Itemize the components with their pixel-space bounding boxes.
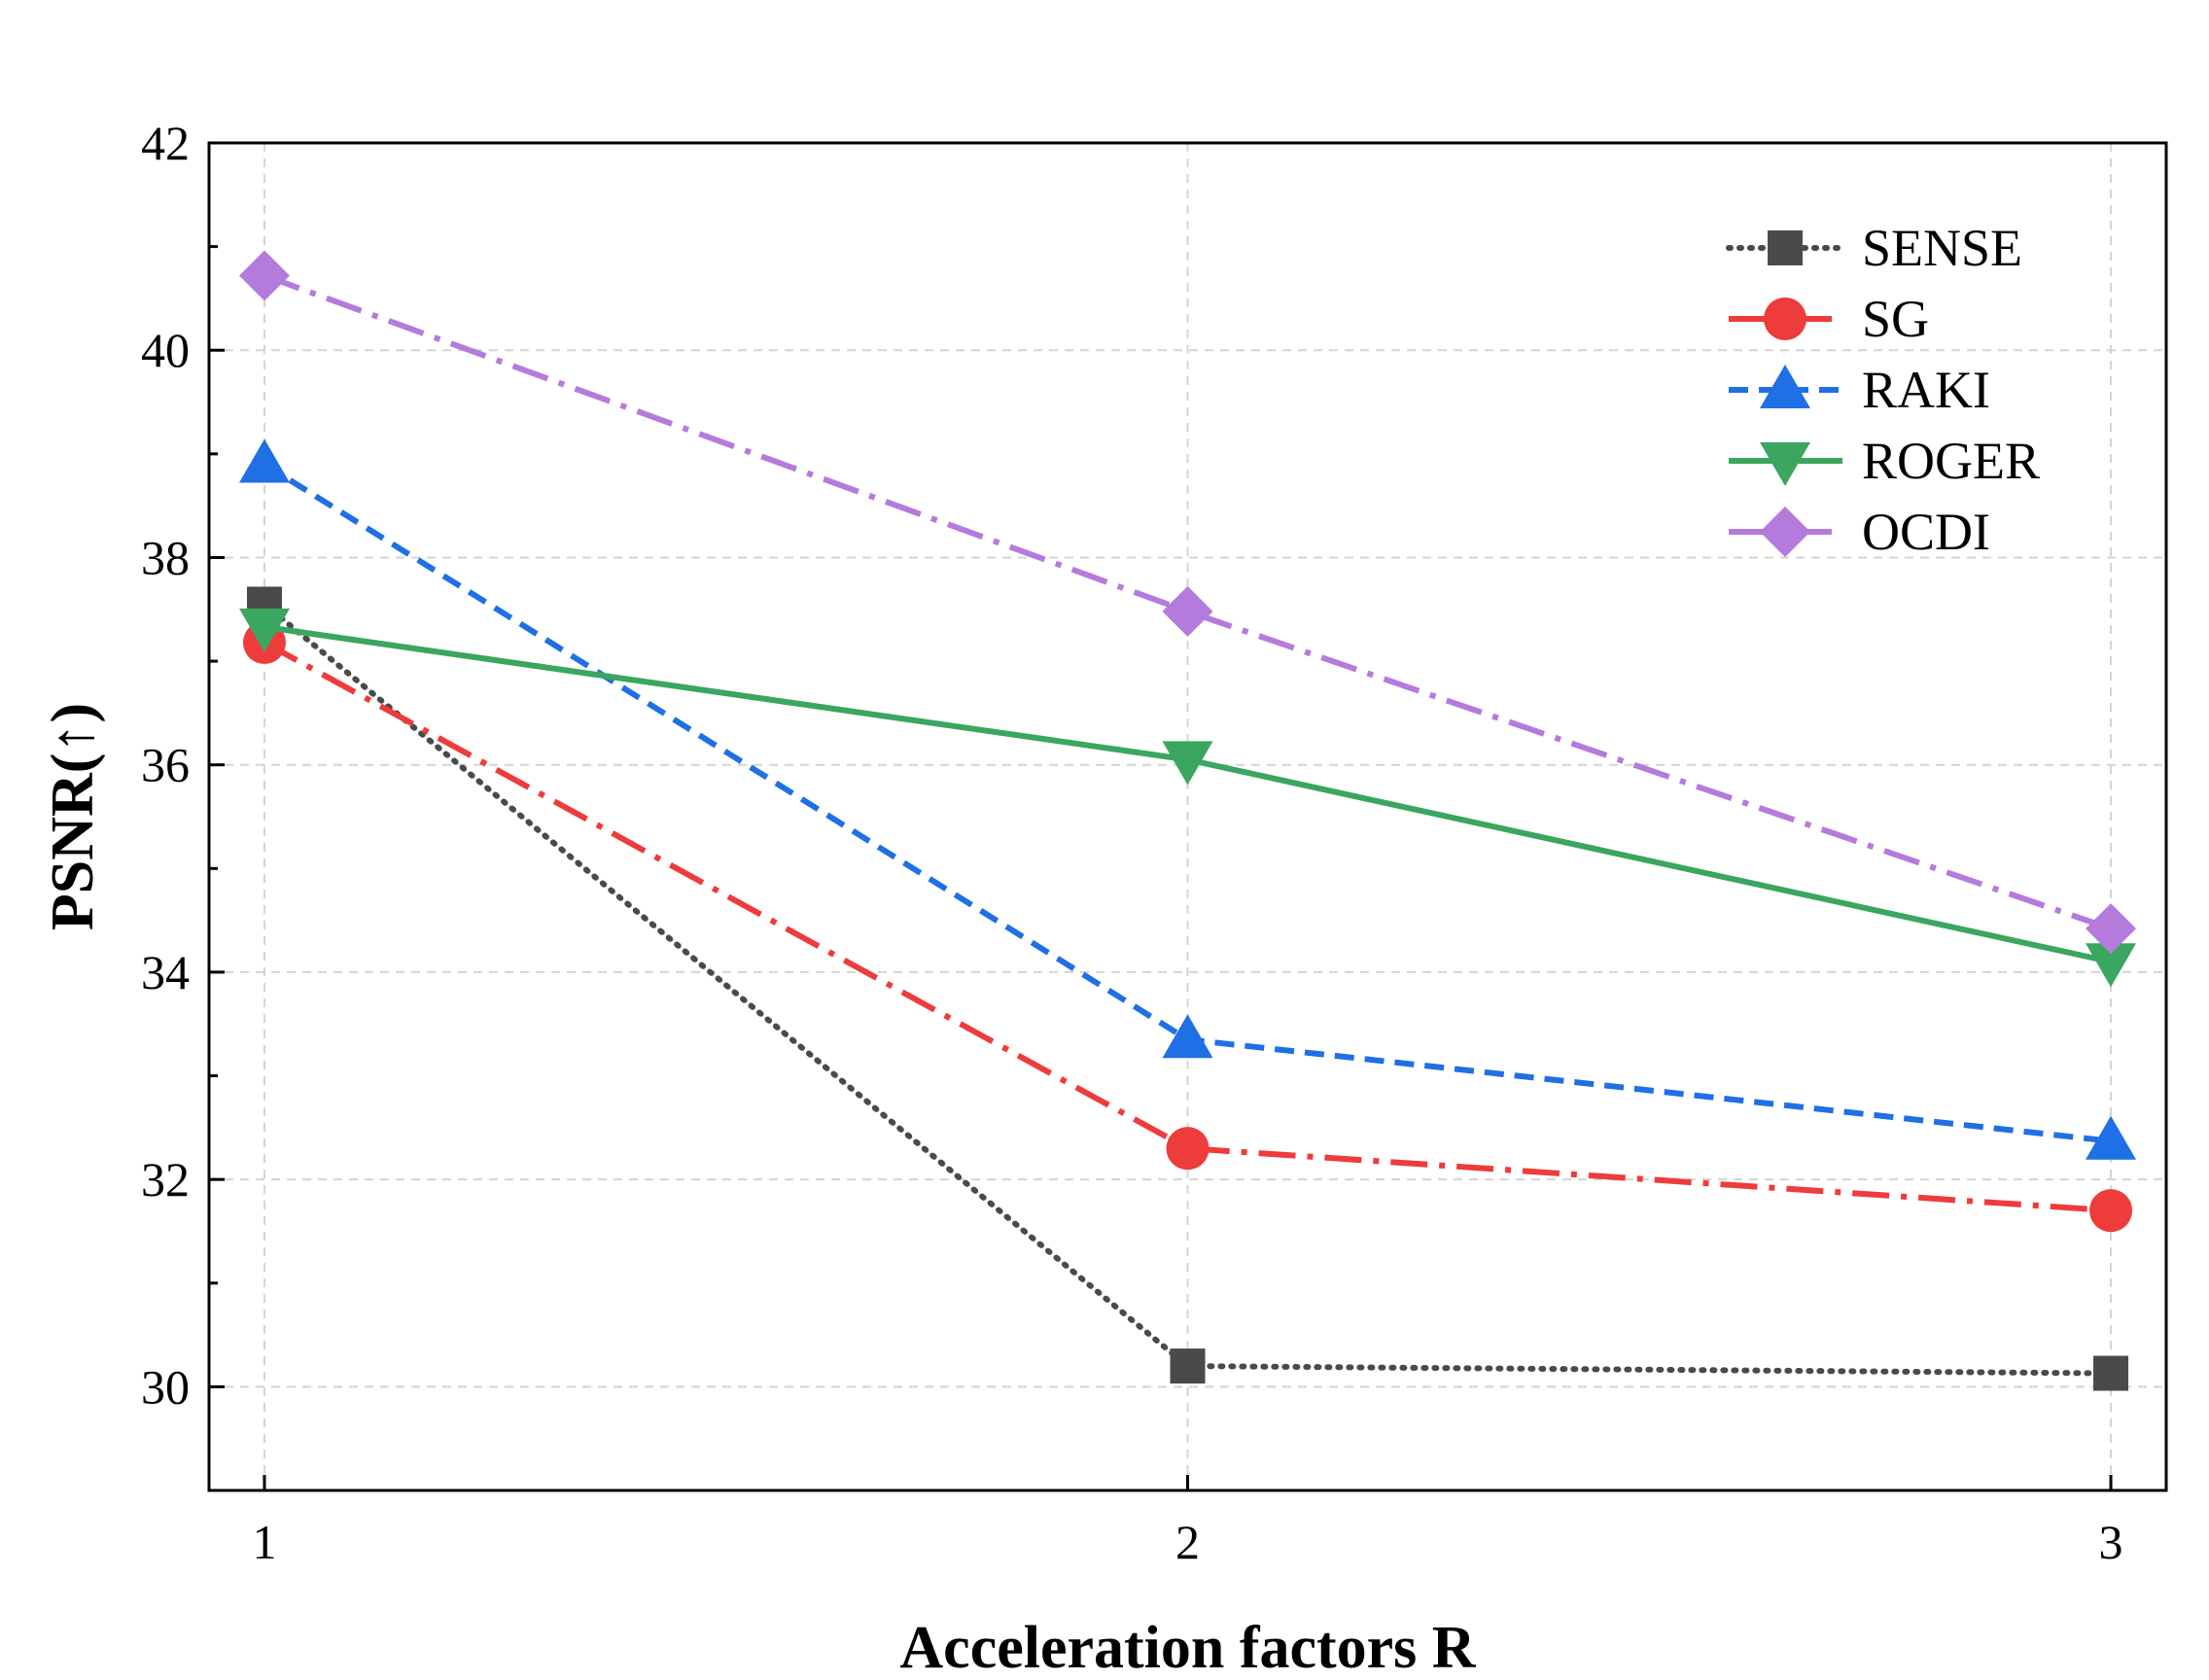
y-tick-label: 40 [141, 323, 190, 377]
legend-marker-ocdi [1760, 507, 1810, 557]
data-point-ocdi [2086, 903, 2137, 955]
data-point-sense [1170, 1348, 1206, 1384]
series-layer [238, 250, 2137, 1391]
x-tick-label: 2 [1175, 1515, 1200, 1569]
y-tick-label: 36 [141, 738, 190, 792]
data-point-sg [1166, 1127, 1210, 1171]
data-point-roger [2086, 943, 2137, 988]
data-point-raki [238, 438, 290, 483]
legend-item-raki: RAKI [1729, 361, 1990, 419]
series-roger [238, 608, 2137, 988]
data-point-raki [1162, 1014, 1213, 1059]
legend-label-sense: SENSE [1862, 219, 2022, 277]
grid [209, 143, 2166, 1490]
data-point-sg [2089, 1189, 2133, 1233]
x-tick-label: 1 [252, 1515, 276, 1569]
legend-marker-raki [1760, 365, 1810, 408]
data-point-sense [2093, 1355, 2129, 1391]
y-tick-label: 42 [141, 116, 190, 170]
data-point-roger [1162, 741, 1213, 786]
data-point-ocdi [238, 250, 290, 301]
series-line-sg [263, 640, 2112, 1214]
legend-label-ocdi: OCDI [1862, 503, 1990, 561]
legend-marker-sense [1768, 230, 1803, 265]
y-tick-label: 32 [141, 1152, 190, 1207]
legend-item-sense: SENSE [1726, 219, 2022, 277]
series-raki [238, 438, 2137, 1160]
data-point-roger [238, 608, 290, 652]
y-tick-label: 30 [141, 1359, 190, 1414]
legend-marker-roger [1760, 442, 1810, 486]
legend-label-raki: RAKI [1862, 361, 1990, 419]
y-tick-label: 34 [141, 945, 190, 999]
legend: SENSE SG RAKI ROGER OCDI [1726, 219, 2040, 561]
data-point-raki [2086, 1115, 2137, 1160]
legend-item-sg: SG [1729, 290, 1929, 348]
data-point-ocdi [1162, 585, 1213, 637]
x-tick-label: 3 [2099, 1515, 2123, 1569]
x-axis-title: Acceleration factors R [899, 1615, 1476, 1680]
series-ocdi [238, 250, 2137, 955]
legend-item-ocdi: OCDI [1729, 503, 1990, 561]
legend-item-roger: ROGER [1729, 432, 2040, 490]
legend-label-sg: SG [1862, 290, 1929, 348]
y-axis-title: PSNR(↑) [40, 703, 106, 930]
legend-label-roger: ROGER [1862, 432, 2040, 490]
legend-marker-sg [1764, 298, 1806, 340]
y-tick-label: 38 [141, 530, 190, 584]
axis-ticks: 30 32 34 36 38 40 42 1 2 3 [141, 116, 2123, 1569]
